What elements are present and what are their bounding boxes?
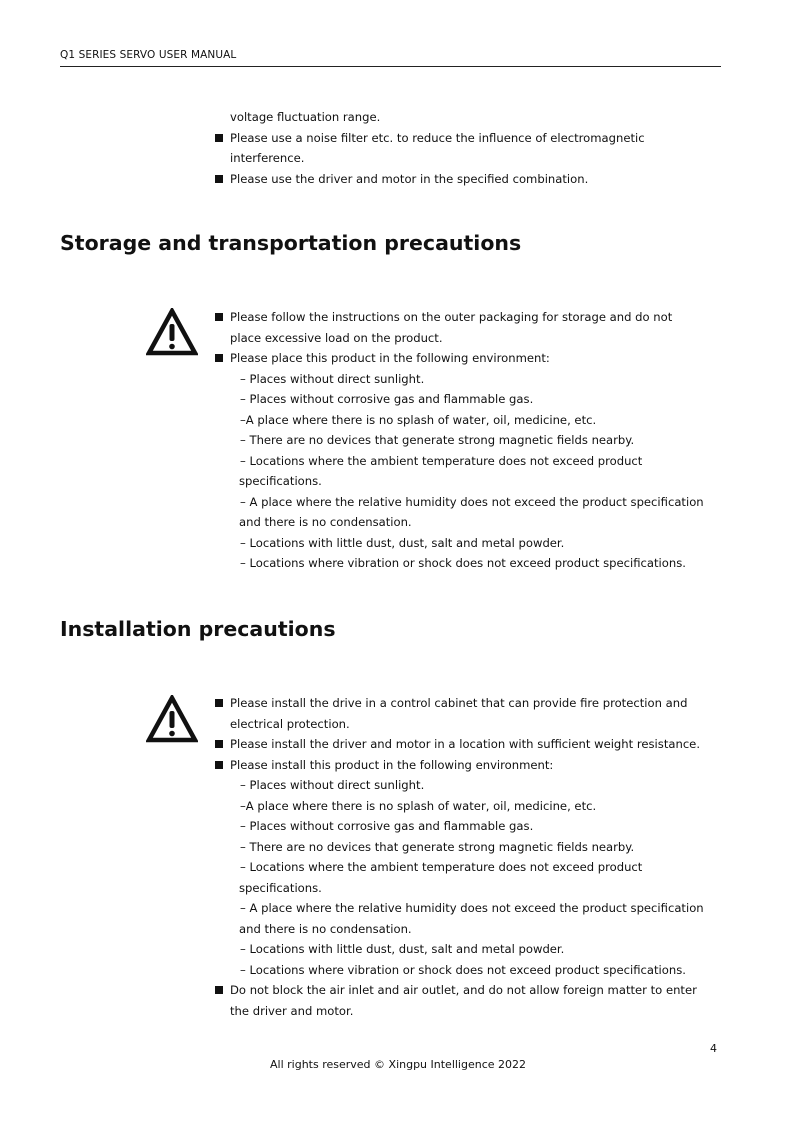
text-line: – Locations with little dust, dust, salt… — [240, 942, 565, 956]
text-line: – A place where the relative humidity do… — [240, 494, 704, 509]
text-line: specifications. — [239, 880, 322, 895]
bullet-icon — [215, 699, 223, 707]
text-line: Please install the drive in a control ca… — [230, 696, 688, 710]
bullet-icon — [215, 174, 223, 183]
warning-triangle-icon — [146, 308, 198, 356]
text-line: – A place where the relative humidity do… — [240, 901, 704, 915]
warning-triangle-icon — [146, 695, 198, 743]
page-number: 4 — [710, 1042, 717, 1055]
text-line: – Locations where the ambient temperatur… — [240, 860, 643, 874]
text-line: Please follow the instructions on the ou… — [230, 310, 673, 324]
text-line: Please place this product in the followi… — [230, 351, 550, 365]
text-line: – Places without corrosive gas and flamm… — [240, 392, 534, 406]
text-line: interference. — [230, 151, 305, 165]
text-line: the driver and motor. — [230, 1003, 354, 1018]
section-heading-installation: Installation precautions — [60, 617, 336, 641]
text-line: –A place where there is no splash of wat… — [240, 412, 597, 427]
section-heading-storage: Storage and transportation precautions — [60, 231, 522, 255]
text-line: place excessive load on the product. — [230, 330, 443, 345]
bullet-icon — [215, 986, 223, 994]
text-line: Please install the driver and motor in a… — [230, 737, 701, 751]
text-line: specifications. — [239, 474, 322, 488]
text-line: Please use the driver and motor in the s… — [230, 171, 589, 186]
text-line: – There are no devices that generate str… — [240, 433, 635, 447]
text-line: – There are no devices that generate str… — [240, 839, 635, 854]
bullet-icon — [215, 760, 223, 769]
text-line: – Places without direct sunlight. — [240, 371, 425, 386]
text-line: electrical protection. — [230, 716, 350, 731]
text-line: – Locations where vibration or shock doe… — [240, 556, 686, 570]
text-line: – Locations where vibration or shock doe… — [240, 962, 686, 977]
bullet-icon — [215, 133, 223, 142]
text-line: voltage fluctuation range. — [230, 110, 381, 124]
text-line: Please install this product in the follo… — [230, 757, 554, 772]
header-rule — [60, 66, 721, 67]
text-line: – Locations with little dust, dust, salt… — [240, 535, 565, 550]
text-line: and there is no condensation. — [239, 921, 412, 936]
text-line: – Locations where the ambient temperatur… — [240, 453, 643, 468]
bullet-icon — [215, 740, 223, 748]
text-line: and there is no condensation. — [239, 515, 412, 529]
text-line: – Places without direct sunlight. — [240, 778, 425, 792]
text-line: –A place where there is no splash of wat… — [240, 798, 597, 813]
copyright-footer: All rights reserved © Xingpu Intelligenc… — [270, 1058, 527, 1071]
text-line: Please use a noise filter etc. to reduce… — [230, 130, 645, 145]
bullet-icon — [215, 313, 223, 321]
text-line: Do not block the air inlet and air outle… — [230, 983, 697, 997]
text-line: – Places without corrosive gas and flamm… — [240, 819, 534, 833]
running-header: Q1 SERIES SERVO USER MANUAL — [60, 49, 237, 61]
bullet-icon — [215, 354, 223, 362]
